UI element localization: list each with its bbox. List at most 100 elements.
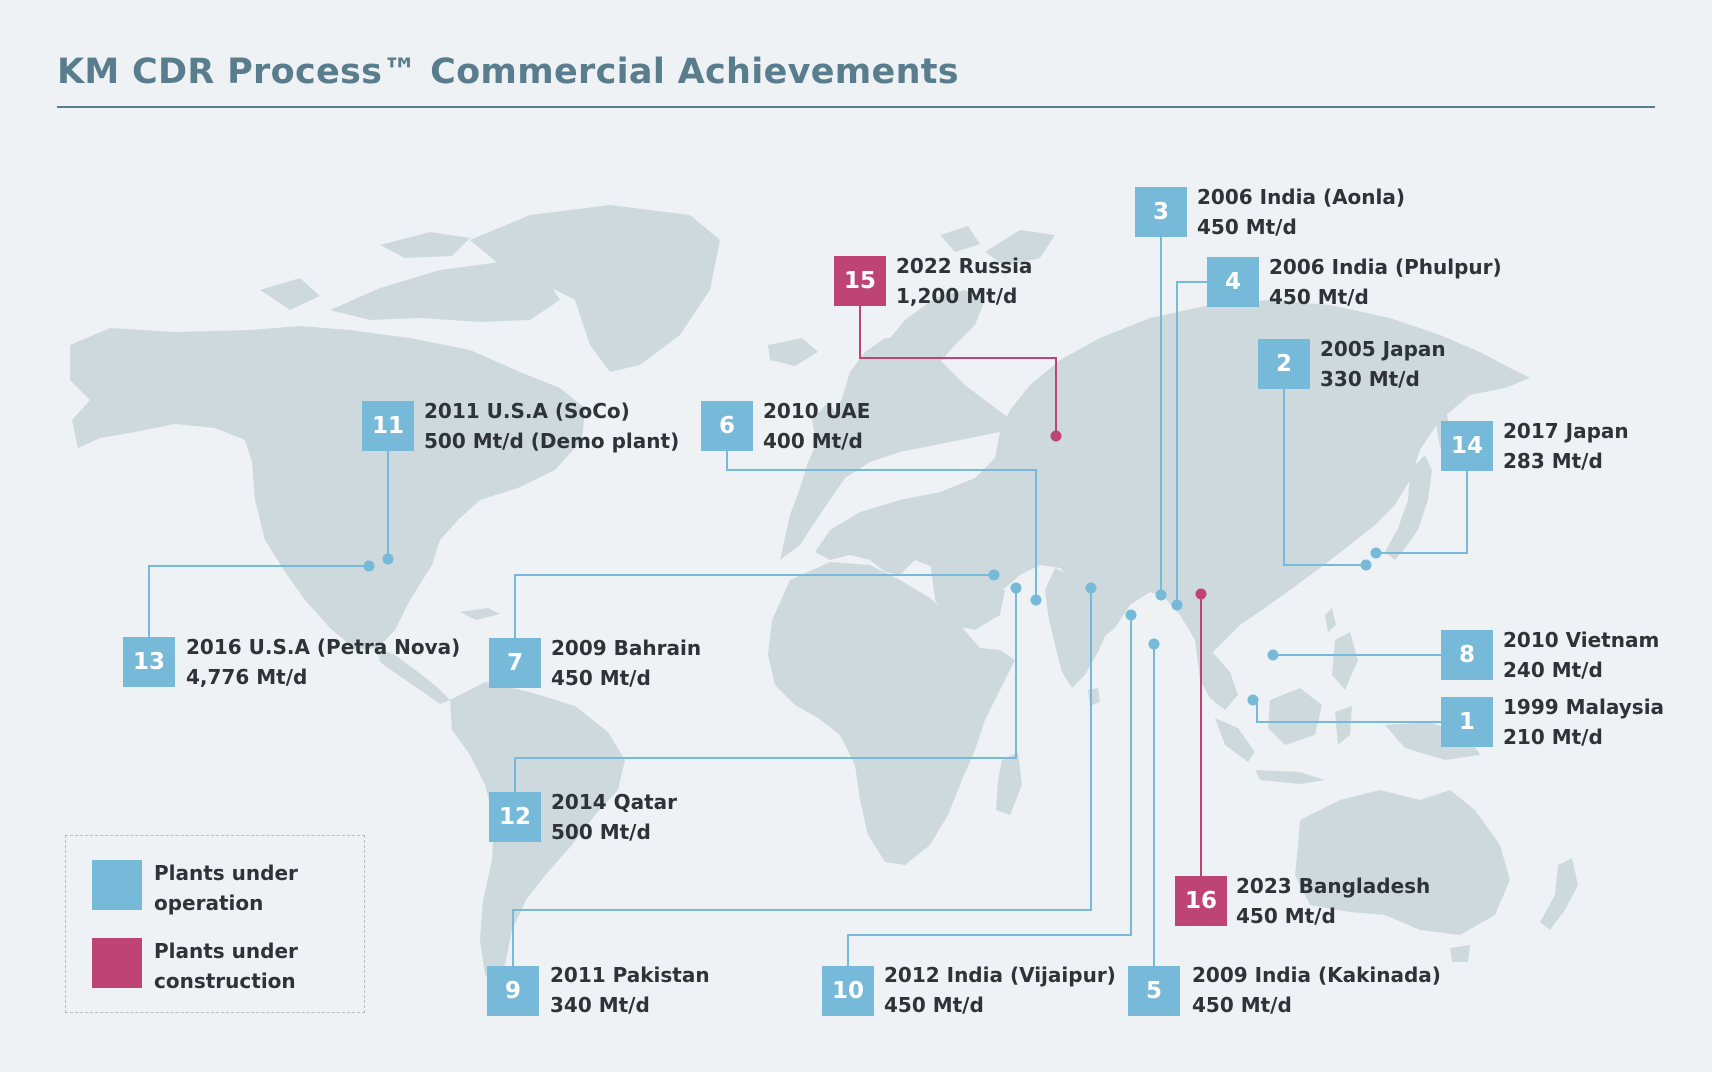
- leader-line-9: [512, 588, 1092, 966]
- leader-line-14: [1376, 471, 1468, 554]
- plant-capacity: 240 Mt/d: [1503, 658, 1603, 682]
- tasmania: [1450, 945, 1470, 962]
- africa-landmass: [768, 562, 1015, 865]
- north-america-landmass: [70, 326, 585, 650]
- plant-year-country: 1999 Malaysia: [1503, 695, 1665, 719]
- plant-label-2: 2005 Japan 330 Mt/d: [1320, 334, 1446, 394]
- southeast-asia-peninsula: [1195, 640, 1238, 710]
- plant-capacity: 4,776 Mt/d: [186, 665, 308, 689]
- arctic-island: [260, 278, 320, 310]
- plant-badge-7: 7: [489, 638, 541, 688]
- plant-label-10: 2012 India (Vijaipur) 450 Mt/d: [884, 960, 1116, 1020]
- plant-label-4: 2006 India (Phulpur) 450 Mt/d: [1269, 252, 1502, 312]
- philippines: [1332, 632, 1358, 690]
- site-marker-15: [1050, 430, 1062, 442]
- plant-label-13: 2016 U.S.A (Petra Nova) 4,776 Mt/d: [186, 632, 460, 692]
- greenland-landmass: [470, 205, 720, 372]
- plant-label-14: 2017 Japan 283 Mt/d: [1503, 416, 1629, 476]
- site-marker-13: [363, 560, 375, 572]
- plant-year-country: 2023 Bangladesh: [1236, 874, 1431, 898]
- plant-label-6: 2010 UAE 400 Mt/d: [763, 396, 870, 456]
- plant-badge-3: 3: [1135, 187, 1187, 237]
- leader-line-13: [148, 565, 369, 642]
- plant-badge-5: 5: [1128, 966, 1180, 1016]
- legend-swatch-operation: [92, 860, 142, 910]
- plant-capacity: 450 Mt/d: [551, 666, 651, 690]
- site-marker-1: [1247, 694, 1259, 706]
- japan: [1385, 455, 1432, 560]
- java: [1255, 770, 1325, 784]
- indian-subcontinent: [1045, 568, 1110, 688]
- plant-capacity: 1,200 Mt/d: [896, 284, 1018, 308]
- leader-line-4: [1176, 281, 1207, 605]
- sri-lanka: [1088, 688, 1100, 706]
- legend: Plants under operation Plants under cons…: [65, 835, 365, 1013]
- legend-item-construction: Plants under construction: [92, 938, 324, 996]
- plant-badge-9: 9: [487, 966, 539, 1016]
- legend-label-construction: Plants under construction: [154, 939, 298, 993]
- plant-year-country: 2011 U.S.A (SoCo): [424, 399, 630, 423]
- plant-year-country: 2010 Vietnam: [1503, 628, 1660, 652]
- plant-capacity: 283 Mt/d: [1503, 449, 1603, 473]
- plant-year-country: 2006 India (Aonla): [1197, 185, 1406, 209]
- great-britain: [812, 402, 840, 442]
- canadian-arctic-islands: [330, 262, 560, 322]
- site-marker-7: [988, 569, 1000, 581]
- plant-label-15: 2022 Russia 1,200 Mt/d: [896, 251, 1032, 311]
- plant-year-country: 2012 India (Vijaipur): [884, 963, 1116, 987]
- site-marker-11: [382, 553, 394, 565]
- plant-badge-1: 1: [1441, 697, 1493, 747]
- title-divider: [57, 106, 1655, 108]
- plant-badge-16: 16: [1175, 876, 1227, 926]
- leader-line-2: [1283, 389, 1366, 566]
- site-marker-3: [1155, 589, 1167, 601]
- legend-item-operation: Plants under operation: [92, 860, 324, 918]
- borneo: [1268, 688, 1322, 745]
- leader-line-12: [514, 588, 1017, 792]
- site-marker-8: [1267, 649, 1279, 661]
- site-marker-10: [1125, 609, 1137, 621]
- sulawesi: [1335, 706, 1352, 745]
- leader-line-7: [514, 574, 994, 638]
- plant-year-country: 2009 Bahrain: [551, 636, 702, 660]
- sumatra: [1215, 718, 1255, 762]
- plant-capacity: 500 Mt/d: [551, 820, 651, 844]
- asia-landmass: [815, 300, 1530, 655]
- plant-label-11: 2011 U.S.A (SoCo) 500 Mt/d (Demo plant): [424, 396, 679, 456]
- leader-line-6: [726, 451, 1037, 600]
- plant-badge-8: 8: [1441, 630, 1493, 680]
- iceland: [768, 338, 818, 366]
- plant-badge-14: 14: [1441, 421, 1493, 471]
- plant-capacity: 500 Mt/d (Demo plant): [424, 429, 680, 453]
- plant-label-12: 2014 Qatar 500 Mt/d: [551, 787, 677, 847]
- arctic-archipelago: [985, 230, 1055, 266]
- site-marker-14: [1370, 547, 1382, 559]
- plant-label-16: 2023 Bangladesh 450 Mt/d: [1236, 871, 1430, 931]
- plant-capacity: 400 Mt/d: [763, 429, 863, 453]
- plant-year-country: 2009 India (Kakinada): [1192, 963, 1441, 987]
- plant-year-country: 2017 Japan: [1503, 419, 1629, 443]
- plant-badge-4: 4: [1207, 257, 1259, 307]
- new-zealand: [1540, 858, 1578, 930]
- plant-capacity: 450 Mt/d: [1192, 993, 1292, 1017]
- plant-capacity: 450 Mt/d: [1269, 285, 1369, 309]
- plant-badge-13: 13: [123, 637, 175, 687]
- site-marker-2: [1360, 559, 1372, 571]
- plant-capacity: 210 Mt/d: [1503, 725, 1603, 749]
- plant-year-country: 2006 India (Phulpur): [1269, 255, 1502, 279]
- plant-badge-12: 12: [489, 792, 541, 842]
- plant-label-1: 1999 Malaysia 210 Mt/d: [1503, 692, 1664, 752]
- site-marker-9: [1085, 582, 1097, 594]
- plant-capacity: 450 Mt/d: [1236, 904, 1336, 928]
- australia-landmass: [1295, 790, 1510, 935]
- arabian-peninsula: [930, 560, 1005, 630]
- plant-badge-10: 10: [822, 966, 874, 1016]
- central-america: [378, 648, 450, 704]
- plant-label-9: 2011 Pakistan 340 Mt/d: [550, 960, 710, 1020]
- plant-year-country: 2005 Japan: [1320, 337, 1446, 361]
- madagascar: [996, 752, 1022, 815]
- legend-swatch-construction: [92, 938, 142, 988]
- new-guinea: [1385, 722, 1480, 760]
- site-marker-4: [1171, 599, 1183, 611]
- map-title: KM CDR Process™ Commercial Achievements: [57, 52, 959, 92]
